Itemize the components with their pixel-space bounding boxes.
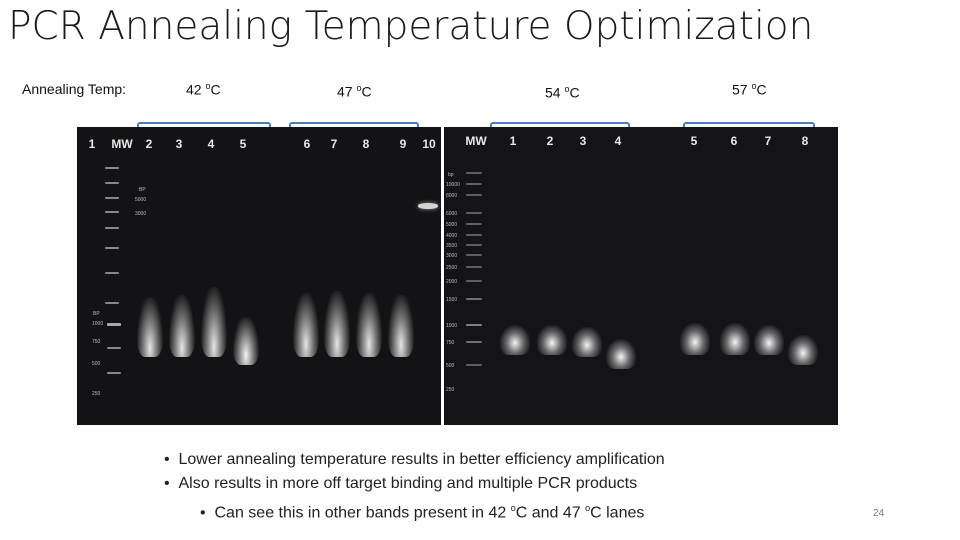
ladder-band [105, 167, 119, 169]
ladder-label: 10000 [446, 182, 460, 188]
bullet-subitem: • Can see this in other bands present in… [200, 503, 645, 522]
ladder-band [466, 324, 482, 326]
ladder-band [105, 197, 119, 199]
lane-label: 6 [303, 137, 311, 151]
gel-band [720, 323, 750, 355]
gel-band [500, 325, 530, 355]
ladder-band [466, 234, 482, 236]
ladder-band [466, 280, 482, 282]
lane-label: 10 [422, 137, 436, 151]
ladder-label: 1000 [92, 321, 104, 327]
ladder-band [466, 223, 482, 225]
gel-image-right: MW 1 2 3 4 5 6 7 8 bp 10000 8000 6000 50… [444, 127, 838, 425]
ladder-band [105, 302, 119, 304]
lane-label: 1 [88, 137, 96, 151]
ladder-label: 5000 [446, 222, 458, 228]
ladder-band [107, 347, 121, 349]
ladder-band [466, 298, 482, 300]
ladder-band [105, 211, 119, 213]
ladder-label: 3000 [446, 253, 458, 259]
gel-band [201, 287, 227, 357]
ladder-band [466, 212, 482, 214]
gel-band [606, 339, 636, 369]
gel-band [754, 325, 784, 355]
lane-label: 8 [801, 134, 809, 148]
ladder-label: 8000 [446, 193, 458, 199]
lane-label: 4 [207, 137, 215, 151]
gel-band [537, 325, 567, 355]
ladder-label: 2500 [446, 265, 458, 271]
gel-band [233, 317, 259, 365]
ladder-band [105, 182, 119, 184]
lane-label: 7 [764, 134, 772, 148]
temp-label-47: 47 oC [337, 83, 372, 100]
ladder-label: BP [139, 187, 146, 193]
lane-label: 7 [330, 137, 338, 151]
lane-label: 1 [509, 134, 517, 148]
gel-band [324, 291, 350, 357]
lane-label: 5 [239, 137, 247, 151]
ladder-label: bp [448, 172, 454, 178]
lane-label: 2 [546, 134, 554, 148]
bullet-item: • Also results in more off target bindin… [164, 475, 638, 492]
ladder-band [105, 272, 119, 274]
page-number: 24 [873, 508, 885, 519]
lane-label: 5 [690, 134, 698, 148]
temp-label-42: 42 oC [186, 81, 221, 98]
gel-band [137, 297, 163, 357]
ladder-label: 250 [446, 387, 455, 393]
gel-band [572, 327, 602, 357]
gel-band [293, 293, 319, 357]
ladder-band [466, 266, 482, 268]
ladder-band [466, 254, 482, 256]
ladder-band [107, 372, 121, 374]
gel-band [680, 323, 710, 355]
gel-band [356, 293, 382, 357]
ladder-label: 750 [446, 340, 455, 346]
ladder-label: BP [93, 311, 100, 317]
temp-label-57: 57 oC [732, 81, 767, 98]
gel-band [418, 203, 438, 209]
ladder-label: 1000 [446, 323, 458, 329]
ladder-label: 3500 [446, 243, 458, 249]
lane-label: 3 [579, 134, 587, 148]
lane-label: MW [465, 134, 487, 148]
lane-label: MW [111, 137, 133, 151]
ladder-band [466, 341, 482, 343]
gel-image-left: 1 MW 2 3 4 5 6 7 8 9 10 BP 5000 3000 BP … [77, 127, 441, 425]
slide-title: PCR Annealing Temperature Optimization [8, 4, 814, 49]
lane-label: 9 [399, 137, 407, 151]
lane-label: 3 [175, 137, 183, 151]
lane-label: 6 [730, 134, 738, 148]
ladder-label: 6000 [446, 211, 458, 217]
ladder-label: 1500 [446, 297, 458, 303]
ladder-band [466, 183, 482, 185]
bullet-item: • Lower annealing temperature results in… [164, 451, 665, 468]
gel-band [788, 335, 818, 365]
ladder-label: 4000 [446, 233, 458, 239]
lane-label: 4 [614, 134, 622, 148]
ladder-band [466, 194, 482, 196]
bullet-list: • Lower annealing temperature results in… [164, 448, 665, 525]
lane-label: 2 [145, 137, 153, 151]
annealing-temp-label: Annealing Temp: [22, 81, 127, 97]
gel-band [169, 295, 195, 357]
ladder-label: 500 [446, 363, 455, 369]
ladder-band [466, 244, 482, 246]
ladder-label: 750 [92, 339, 101, 345]
gel-band [388, 295, 414, 357]
ladder-band [105, 247, 119, 249]
lane-label: 8 [362, 137, 370, 151]
ladder-band [466, 172, 482, 174]
ladder-label: 250 [92, 391, 101, 397]
ladder-label: 500 [92, 361, 101, 367]
ladder-band [107, 323, 121, 326]
ladder-band [466, 364, 482, 366]
ladder-label: 2000 [446, 279, 458, 285]
ladder-label: 5000 [135, 197, 147, 203]
ladder-band [105, 227, 119, 229]
temp-label-54: 54 oC [545, 84, 580, 101]
ladder-label: 3000 [135, 211, 147, 217]
